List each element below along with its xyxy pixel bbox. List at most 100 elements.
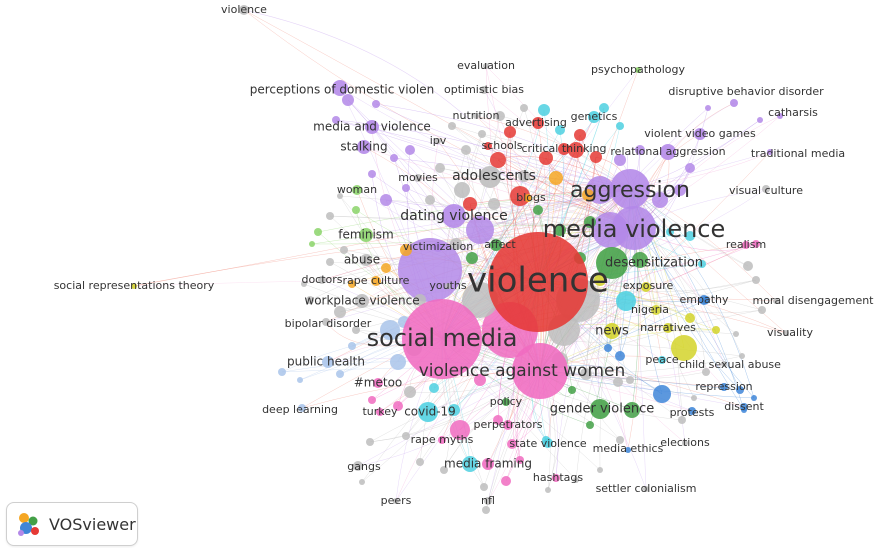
network-link <box>629 151 771 190</box>
keyword-label: peers <box>381 494 412 507</box>
keyword-label: deep learning <box>262 403 338 416</box>
network-node <box>705 105 711 111</box>
keyword-node <box>402 299 482 379</box>
network-node <box>712 326 720 334</box>
network-node <box>504 126 516 138</box>
network-node <box>380 194 392 206</box>
network-node <box>450 420 470 440</box>
keyword-node <box>596 247 628 279</box>
network-node <box>501 476 511 486</box>
keyword-node <box>720 383 728 391</box>
keyword-node <box>414 174 422 182</box>
vosviewer-logo-badge[interactable]: VOSviewer <box>6 502 138 546</box>
keyword-node <box>435 138 441 144</box>
network-node <box>613 377 623 387</box>
network-node <box>614 154 626 166</box>
keyword-node <box>484 497 492 505</box>
network-node <box>752 240 760 248</box>
keyword-label: hashtags <box>533 471 583 484</box>
keyword-node <box>783 330 789 336</box>
network-node <box>493 415 503 425</box>
network-node <box>359 479 365 485</box>
keyword-node <box>543 438 553 448</box>
network-link <box>633 115 781 229</box>
network-node <box>337 193 343 199</box>
keyword-label: youths <box>429 279 466 292</box>
network-node <box>435 163 445 173</box>
keyword-label: bipolar disorder <box>285 317 372 330</box>
keyword-label: psychopathology <box>591 63 685 76</box>
network-link <box>243 9 635 229</box>
keyword-label: stalking <box>340 140 387 154</box>
keyword-node <box>376 408 384 416</box>
keyword-label: state violence <box>509 437 587 450</box>
keyword-node <box>355 294 369 308</box>
network-node <box>743 261 753 271</box>
network-node <box>390 354 406 370</box>
network-node <box>626 376 634 384</box>
network-node <box>757 117 763 123</box>
network-node <box>480 483 488 491</box>
network-node <box>463 197 477 211</box>
keyword-node <box>365 120 379 134</box>
network-node <box>380 320 400 340</box>
network-node <box>549 171 563 185</box>
network-link <box>499 115 631 190</box>
keyword-node <box>721 361 727 367</box>
keyword-node <box>488 232 588 332</box>
network-node <box>568 386 576 394</box>
keyword-node <box>730 99 738 107</box>
keyword-label: media ethics <box>593 442 664 455</box>
keyword-label: abuse <box>344 253 380 267</box>
network-node <box>309 241 315 247</box>
network-link <box>361 227 635 302</box>
keyword-label: protests <box>670 406 715 419</box>
network-node <box>666 228 674 236</box>
network-node <box>554 224 566 236</box>
keyword-node <box>610 169 650 209</box>
network-node <box>752 276 760 284</box>
network-node <box>390 154 398 162</box>
keyword-node <box>298 404 306 412</box>
network-node <box>314 228 322 236</box>
keyword-node <box>699 295 709 305</box>
network-link <box>301 370 541 409</box>
network-link <box>303 188 631 285</box>
network-node <box>653 385 671 403</box>
keyword-node <box>479 166 501 188</box>
keyword-label: exposure <box>623 279 674 292</box>
keyword-label: repression <box>695 380 752 393</box>
keyword-label: gender violence <box>550 402 654 417</box>
network-node <box>632 252 648 268</box>
keyword-label: social representations theory <box>54 279 215 292</box>
keyword-node <box>322 356 334 368</box>
keyword-node <box>663 323 673 333</box>
network-node <box>615 351 625 361</box>
network-link <box>133 188 631 287</box>
keyword-node <box>352 185 362 195</box>
keyword-label: dating violence <box>400 208 507 224</box>
network-node <box>348 280 356 288</box>
keyword-label: realism <box>726 238 766 251</box>
network-node <box>466 216 494 244</box>
keyword-node <box>490 239 502 251</box>
keyword-label: nfl <box>481 494 495 507</box>
network-node <box>402 184 410 192</box>
keyword-label: adolescents <box>452 168 536 184</box>
network-link <box>281 361 541 373</box>
keyword-label: disruptive behavior disorder <box>668 85 824 98</box>
keyword-node <box>484 142 492 150</box>
network-node <box>368 396 376 404</box>
keyword-node <box>438 436 446 444</box>
network-node <box>352 206 360 214</box>
keyword-node <box>658 356 666 364</box>
keyword-node <box>767 149 773 155</box>
network-node <box>488 198 500 210</box>
keyword-label: elections <box>660 436 710 449</box>
keyword-node <box>742 241 750 249</box>
network-node <box>507 439 517 449</box>
network-node <box>404 386 416 398</box>
network-node <box>368 170 376 178</box>
keyword-label: visual culture <box>729 184 803 197</box>
